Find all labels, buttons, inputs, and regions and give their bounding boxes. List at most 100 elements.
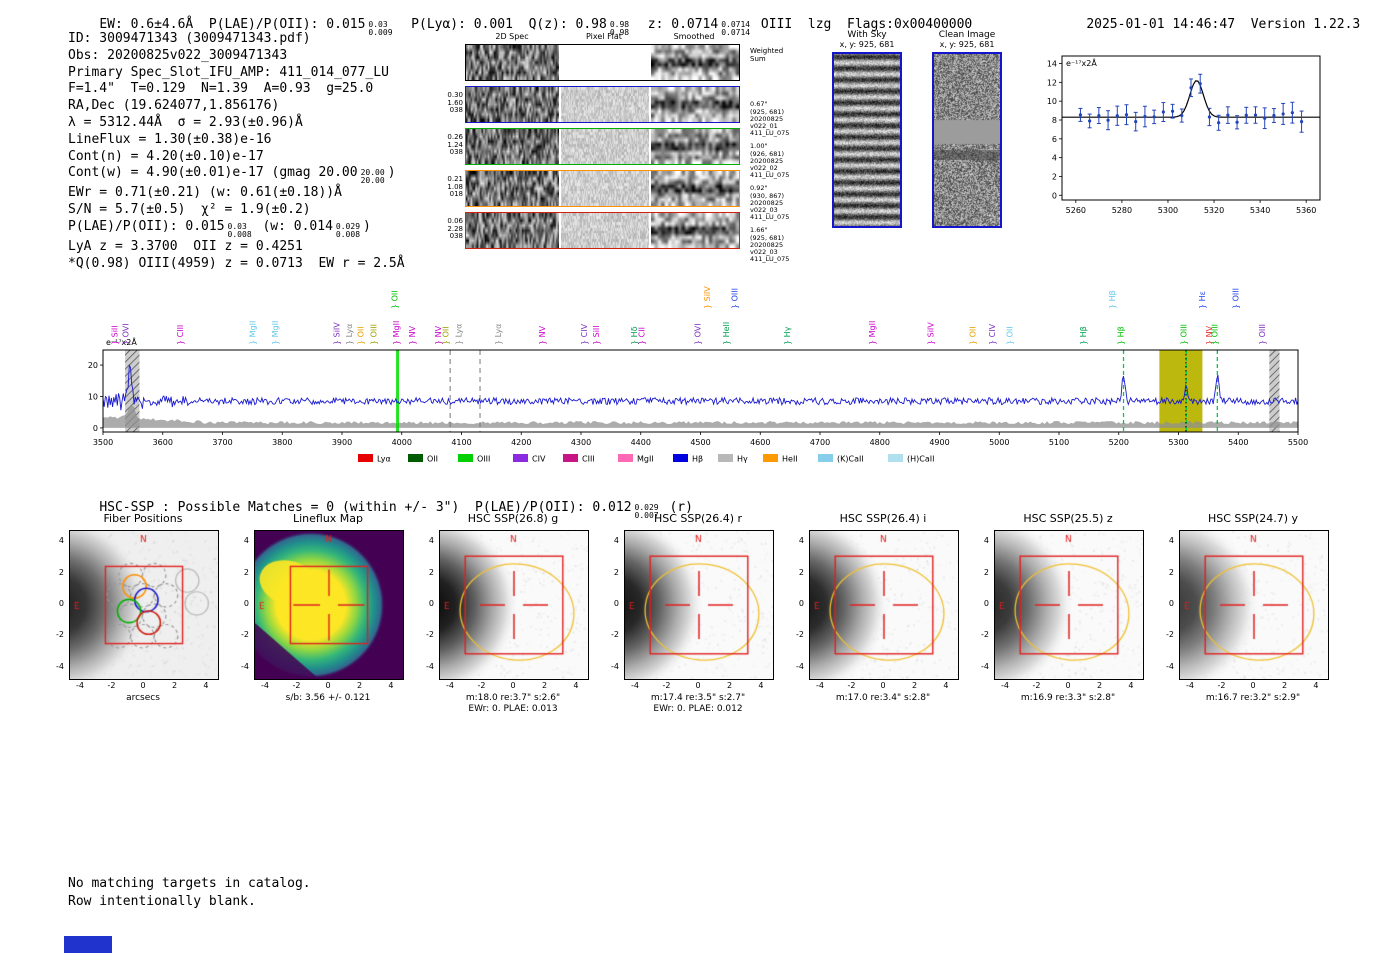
ra-dec: RA,Dec (19.624077,1.856176)	[68, 98, 280, 114]
svg-text:} OIII: } OIII	[1258, 324, 1267, 345]
svg-text:0: 0	[1052, 191, 1057, 200]
axis-tick-label: -4	[981, 661, 989, 671]
svg-text:5400: 5400	[1228, 438, 1248, 447]
svg-text:5300: 5300	[1168, 438, 1188, 447]
svg-text:5280: 5280	[1112, 206, 1132, 215]
svg-text:4400: 4400	[631, 438, 651, 447]
svg-text:0: 0	[93, 424, 98, 433]
axis-tick-label: 0	[1065, 681, 1071, 690]
fiber-row3-strips	[465, 170, 740, 207]
fiber-row3-meta: 0.92" (930, 867) 20200825 v022_03 411_LU_075	[750, 184, 790, 222]
svg-text:5500: 5500	[1288, 438, 1308, 447]
svg-text:4600: 4600	[750, 438, 770, 447]
svg-text:} CIII: } CIII	[176, 325, 185, 345]
axis-tick-label: -2	[981, 630, 989, 640]
axis-tick-label: -2	[847, 681, 856, 690]
svg-text:} OII: } OII	[441, 326, 450, 345]
svg-text:} Lyα: } Lyα	[455, 324, 464, 345]
axis-tick-label: 0	[695, 681, 701, 690]
fiber-row1-meta: 0.67" (925, 681) 20200825 v022_01 411_LU_075	[750, 100, 790, 138]
z-uncertainty-stack: 0.0714 0.0714	[721, 20, 751, 37]
axis-tick-label: 2	[171, 681, 178, 690]
y-axis-ticks: -4 -2 0 2 4	[413, 530, 437, 678]
gmag-uncertainty-stack: 20.00 20.00	[360, 168, 385, 186]
svg-text:} Hδ: } Hδ	[630, 326, 639, 345]
axis-tick-label: -2	[611, 630, 619, 640]
svg-text:} MgII: } MgII	[248, 321, 257, 345]
svg-text:} CII: } CII	[637, 327, 646, 345]
blank-row-line: Row intentionally blank.	[68, 893, 256, 909]
y-axis-ticks: -4 -2 0 2 4	[1153, 530, 1177, 678]
svg-text:3500: 3500	[93, 438, 113, 447]
axis-tick-label: -4	[261, 681, 269, 690]
axis-tick-label: 2	[911, 681, 918, 690]
axis-tick-label: -4	[446, 681, 454, 690]
best-solution: *Q(0.98) OIII(4959) z = 0.0713 EW r = 2.…	[68, 255, 405, 271]
full-spectrum-container: 3500 3600 3700 3800 3900 4000 4100 4200 4300 4400…	[55, 262, 1350, 474]
svg-text:} Lyα: } Lyα	[345, 324, 354, 345]
axis-tick-label: 2	[798, 567, 804, 577]
fiber-row2-strips	[465, 128, 740, 165]
svg-text:2: 2	[1052, 172, 1057, 181]
axis-tick-label: -2	[477, 681, 486, 690]
fiber-row2-pixelflat	[561, 129, 649, 164]
ewr-plae-caption: EWr: 0. PLAE: 0.012	[653, 704, 743, 714]
weighted-2dspec-image	[466, 45, 559, 80]
clean-image-title: Clean Image	[938, 30, 996, 40]
fiber-positions-image	[70, 531, 218, 679]
hsc-match-summary: HSC-SSP : Possible Matches = 0 (within +…	[99, 500, 693, 520]
fiber-row1-smoothed	[651, 87, 739, 122]
svg-text:4300: 4300	[571, 438, 591, 447]
svg-text:} CIV: } CIV	[580, 323, 589, 345]
hsc-g-panel: HSC SSP(26.8) g -4 -2 0 2 4 -4 -2 0 2 4 m:18.0 r…	[413, 510, 589, 725]
svg-text:} NV: } NV	[1205, 325, 1214, 345]
clean-image-panel: Clean Image x, y: 925, 681	[928, 30, 1006, 228]
catalog-match-note: No matching targets in catalog. Row inte…	[68, 875, 311, 910]
line-flux: LineFlux = 1.30(±0.38)e-16	[68, 131, 272, 147]
panel-title: Fiber Positions	[103, 512, 183, 525]
svg-text:} Hβ: } Hβ	[1117, 326, 1126, 345]
fiber-row4-pixelflat	[561, 213, 649, 248]
fiber-row4-smoothed	[651, 213, 739, 248]
svg-text:(K)CaII: (K)CaII	[837, 455, 864, 464]
x-axis-ticks: -4 -2 0 2 4	[439, 680, 587, 692]
axis-tick-label: -2	[662, 681, 671, 690]
observation-id: Obs: 20200825v022_3009471343	[68, 47, 288, 63]
hsc-y-panel: HSC SSP(24.7) y -4 -2 0 2 4 -4 -2 0 2 4 m:16.7 r…	[1153, 510, 1329, 725]
axis-tick-label: 0	[1168, 599, 1174, 608]
svg-text:14: 14	[1047, 60, 1057, 69]
plae-uncertainty-stack: 0.03 0.009	[368, 21, 392, 37]
fiber-row2-2dspec	[466, 129, 559, 164]
column-header-smoothed: Smoothed	[673, 32, 715, 41]
axis-tick-label: 4	[758, 681, 764, 690]
fiber-positions-panel: Fiber Positions -4 -2 0 2 4 -4 -2 0 2 4 arcsecs	[43, 510, 219, 725]
no-match-line: No matching targets in catalog.	[68, 876, 311, 891]
primary-spec-slot: Primary Spec_Slot_IFU_AMP: 411_014_077_L…	[68, 64, 389, 80]
svg-text:} OII: } OII	[357, 326, 366, 345]
svg-text:} SiIV: } SiIV	[703, 286, 712, 309]
magnitude-caption: m:16.7 re:3.2" s:2.9"	[1205, 693, 1301, 703]
with-sky-title: With Sky	[847, 30, 887, 40]
svg-text:4200: 4200	[511, 438, 531, 447]
axis-tick-label: -4	[1186, 681, 1194, 690]
svg-text:} MgII: } MgII	[271, 321, 280, 345]
axis-tick-label: -2	[292, 681, 301, 690]
magnitude-caption: m:17.0 re:3.4" s:2.8"	[835, 693, 931, 703]
fiber-row2-weights: 0.26 1.24 038	[447, 133, 463, 157]
axis-tick-label: -4	[1166, 661, 1174, 671]
svg-text:5360: 5360	[1296, 206, 1316, 215]
svg-text:} CIV: } CIV	[988, 323, 997, 345]
axis-tick-label: 0	[880, 681, 886, 690]
weighted-sum-label: Weighted Sum	[750, 47, 784, 63]
summary-plya-qz: P(Lyα): 0.001 Q(z): 0.98	[395, 17, 607, 32]
svg-text:4700: 4700	[810, 438, 830, 447]
axis-tick-label: -2	[241, 630, 249, 640]
svg-text:5300: 5300	[1158, 206, 1178, 215]
lineflux-map-panel: Lineflux Map -4 -2 0 2 4 -4 -2 0 2 4 s/b: 3.56 +…	[228, 510, 404, 725]
svg-text:Lyα: Lyα	[377, 455, 391, 464]
svg-text:5000: 5000	[989, 438, 1009, 447]
svg-text:(H)CaII: (H)CaII	[907, 455, 934, 464]
y-axis-ticks: -4 -2 0 2 4	[783, 530, 807, 678]
axis-tick-label: -4	[76, 681, 84, 690]
axis-tick-label: -2	[796, 630, 804, 640]
